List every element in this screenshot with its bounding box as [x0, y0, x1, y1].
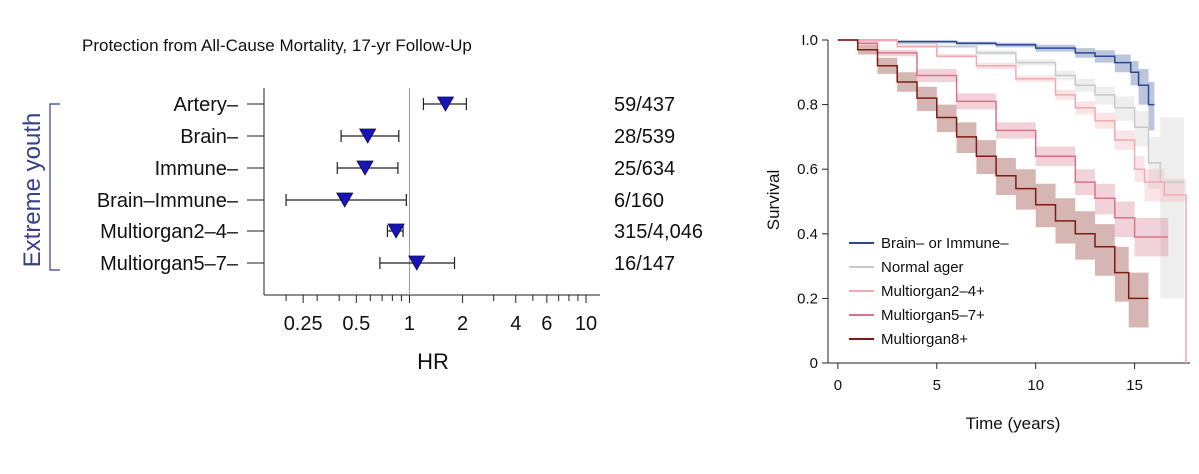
x-tick-label: 10	[575, 313, 597, 335]
group-bracket	[49, 103, 60, 271]
km-x-tick-label: 0	[834, 377, 842, 394]
x-tick-label: 1	[404, 313, 415, 335]
legend-label: Normal ager	[881, 259, 964, 276]
km-x-tick-label: 15	[1126, 377, 1143, 394]
row-label: Multiorgan2–4–	[100, 221, 239, 243]
km-curve	[837, 39, 1149, 300]
hr-marker	[336, 192, 354, 208]
x-tick-label: 6	[541, 313, 552, 335]
hr-marker	[356, 160, 374, 176]
km-x-axis-title: Time (years)	[966, 414, 1061, 433]
row-label: Artery–	[174, 94, 239, 116]
km-y-tick-label: 0	[810, 355, 818, 372]
row-label: Brain–Immune–	[97, 190, 239, 212]
km-legend: Brain– or Immune– Normal ager Multiorgan2–…	[849, 235, 1009, 348]
group-label: Extreme youth	[19, 113, 46, 268]
km-y-tick-label: 0.6	[797, 161, 818, 178]
hr-marker	[387, 223, 405, 239]
km-x-tick-label: 10	[1027, 377, 1044, 394]
forest-x-ticks: 0.25 0.5 1 2 4 6 10	[284, 295, 597, 335]
survival-plot: 0 0.2 0.4 0.6 0.8 I.0 0 5 10 15 Brain– or Immune…	[764, 32, 1190, 433]
row-label: Brain–	[180, 126, 239, 148]
forest-x-axis-title: HR	[417, 349, 449, 374]
km-curve	[837, 39, 1155, 106]
hr-marker	[436, 96, 455, 112]
row-label: Immune–	[155, 158, 239, 180]
km-curves	[837, 39, 1187, 363]
km-curve	[837, 39, 1185, 183]
km-x-tick-label: 5	[933, 377, 941, 394]
legend-label: Brain– or Immune–	[881, 235, 1009, 252]
km-curve	[837, 39, 1187, 363]
km-y-tick-label: 0.2	[797, 290, 818, 307]
row-label: Multiorgan5–7–	[100, 253, 239, 275]
km-y-ticks: 0 0.2 0.4 0.6 0.8 I.0	[797, 32, 828, 372]
x-tick-label: 2	[457, 313, 468, 335]
km-y-axis-title: Survival	[764, 170, 783, 230]
row-counts: 315/4,046	[614, 221, 703, 243]
km-x-ticks: 0 5 10 15	[834, 363, 1143, 394]
row-counts: 59/437	[614, 94, 675, 116]
forest-rows: Artery– 59/437 Brain– 28/539 Immune– 25/634 Br…	[97, 94, 703, 275]
row-counts: 28/539	[614, 126, 675, 148]
legend-label: Multiorgan8+	[881, 331, 968, 348]
km-band	[837, 40, 1185, 299]
x-tick-label: 0.5	[342, 313, 370, 335]
km-y-tick-label: 0.8	[797, 97, 818, 114]
km-band	[837, 40, 1149, 328]
km-y-tick-label: I.0	[801, 32, 818, 49]
km-y-tick-label: 0.4	[797, 226, 818, 243]
x-tick-label: 0.25	[284, 313, 323, 335]
forest-plot: Protection from All-Cause Mortality, 17-…	[19, 36, 703, 374]
hr-marker	[359, 128, 377, 144]
row-counts: 25/634	[614, 158, 675, 180]
forest-title: Protection from All-Cause Mortality, 17-…	[82, 36, 472, 55]
legend-label: Multiorgan5–7+	[881, 307, 985, 324]
x-tick-label: 4	[510, 313, 521, 335]
row-counts: 6/160	[614, 190, 664, 212]
row-counts: 16/147	[614, 253, 675, 275]
legend-label: Multiorgan2–4+	[881, 283, 985, 300]
hr-marker	[408, 255, 426, 271]
